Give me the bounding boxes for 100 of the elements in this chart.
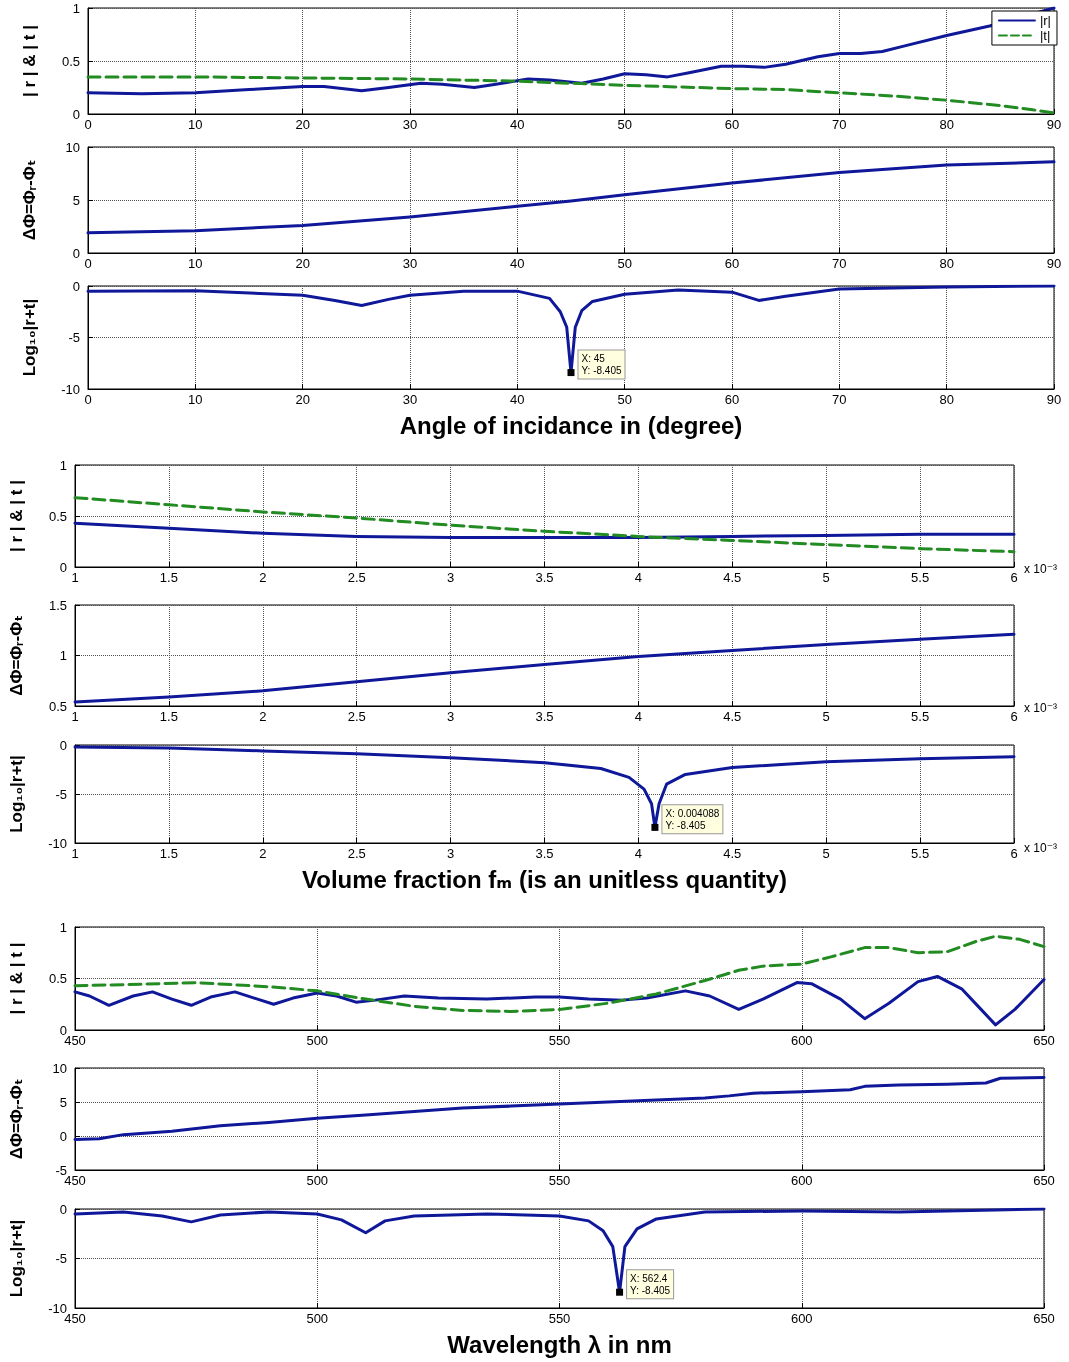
y-tick-label: 5 <box>59 1094 67 1110</box>
x-axis-title: Volume fraction fₘ (is an unitless quantity) <box>302 865 787 893</box>
y-tick-label: 0.5 <box>48 698 67 714</box>
x-tick-label: 450 <box>64 1311 86 1326</box>
x-tick-label: 3 <box>446 709 455 724</box>
text: x 10⁻³ <box>1024 562 1058 576</box>
x-tick-label: 90 <box>1046 392 1062 407</box>
x-tick-label: 1.5 <box>159 709 178 724</box>
y-tick-label: -5 <box>55 1251 67 1266</box>
x-tick-label: 5 <box>822 570 830 585</box>
x-tick-label: 2 <box>259 570 267 585</box>
x-tick-label: 4.5 <box>723 709 742 724</box>
line-series <box>73 521 1016 539</box>
x-tick-label: 4.5 <box>723 846 742 861</box>
y-tick-label: 1 <box>59 919 67 935</box>
y-tick-label: 0 <box>72 106 80 122</box>
line-series <box>73 934 1046 1013</box>
x-tick-label: 3 <box>446 846 455 861</box>
x-tick-label: 90 <box>1046 256 1062 271</box>
x-tick-label: 4 <box>634 846 643 861</box>
x-tick-label: 30 <box>402 392 418 407</box>
x-tick-label: 550 <box>548 1173 571 1188</box>
x-tick-label: 500 <box>306 1173 329 1188</box>
y-tick-label: 0 <box>59 1201 67 1217</box>
x-tick-label: 1.5 <box>159 846 178 861</box>
x-tick-label: 70 <box>832 117 847 132</box>
x-tick-label: 5.5 <box>911 570 930 585</box>
x-tick-label: 500 <box>306 1311 329 1326</box>
x-tick-label: 600 <box>790 1311 813 1326</box>
y-tick-label: 0 <box>59 737 67 753</box>
x-tick-label: 3.5 <box>535 570 554 585</box>
x-tick-label: 80 <box>939 117 954 132</box>
y-axis-title: Log₁₀|r+t| <box>7 1219 26 1298</box>
y-axis-title: ΔΦ=Φᵣ-Φₜ <box>7 615 26 696</box>
x-tick-label: 40 <box>510 392 525 407</box>
x-tick-label: 3 <box>446 570 455 585</box>
y-tick-label: 1 <box>72 0 80 16</box>
x-tick-label: 4.5 <box>723 570 742 585</box>
x-tick-label: 70 <box>832 256 847 271</box>
line-series <box>86 160 1056 235</box>
x-tick-label: 2.5 <box>347 709 366 724</box>
text: x 10⁻³ <box>1024 841 1058 855</box>
x-tick-label: 10 <box>188 392 203 407</box>
y-tick-label: -5 <box>55 1162 67 1178</box>
y-tick-label: -5 <box>68 330 80 345</box>
x-axis-title: Angle of incidance in (degree) <box>399 411 743 439</box>
annotation: X: 562.4 Y: -8.405 <box>630 1272 671 1296</box>
line-series <box>73 496 1016 554</box>
x-tick-label: 4 <box>634 570 643 585</box>
x-tick-label: 10 <box>188 256 203 271</box>
y-axis-title: Log₁₀|r+t| <box>7 755 26 833</box>
x-tick-label: 40 <box>510 117 525 132</box>
y-tick-label: 0 <box>59 1022 67 1038</box>
x-tick-label: 600 <box>790 1173 813 1188</box>
x-tick-label: 2 <box>259 846 267 861</box>
x-tick-label: 6 <box>1010 570 1018 585</box>
x-tick-label: 6 <box>1010 709 1018 724</box>
y-tick-label: 1 <box>59 457 67 473</box>
x-tick-label: 20 <box>295 117 310 132</box>
annotation: X: 45 Y: -8.405 <box>581 353 622 377</box>
x-tick-label: 4 <box>634 709 643 724</box>
legend-label: |t| <box>1039 28 1051 43</box>
y-tick-label: -10 <box>48 835 67 851</box>
y-axis-title: | r | & | t | <box>7 942 26 1015</box>
x-tick-label: 30 <box>402 117 418 132</box>
x-tick-label: 5.5 <box>911 709 930 724</box>
x-tick-label: 450 <box>64 1033 86 1048</box>
x-tick-label: 3.5 <box>535 709 554 724</box>
x-tick-label: 450 <box>64 1173 86 1188</box>
annotation: X: 0.004088 Y: -8.405 <box>665 807 720 831</box>
x-tick-label: 1.5 <box>159 570 178 585</box>
x-tick-label: 500 <box>306 1033 329 1048</box>
line-series <box>73 1076 1046 1141</box>
y-tick-label: 0 <box>72 245 80 261</box>
x-tick-label: 60 <box>724 117 740 132</box>
x-tick-label: 70 <box>832 392 847 407</box>
y-tick-label: 5 <box>72 192 80 208</box>
x-tick-label: 0 <box>84 117 92 132</box>
y-tick-label: 1.5 <box>48 597 67 613</box>
text: x 10⁻³ <box>1024 701 1058 715</box>
x-tick-label: 650 <box>1033 1173 1055 1188</box>
x-tick-label: 50 <box>617 117 632 132</box>
y-tick-label: 0 <box>72 278 80 294</box>
x-tick-label: 5 <box>822 846 830 861</box>
y-tick-label: 0 <box>59 1128 67 1144</box>
x-axis-title: Wavelength λ in nm <box>447 1330 672 1358</box>
y-tick-label: 1 <box>59 648 67 663</box>
x-tick-label: 550 <box>548 1033 571 1048</box>
y-tick-label: 10 <box>52 1060 67 1076</box>
y-tick-label: 0 <box>59 559 67 575</box>
x-tick-label: 600 <box>790 1033 813 1048</box>
x-tick-label: 2 <box>259 709 267 724</box>
y-tick-label: -5 <box>55 786 67 802</box>
x-tick-label: 90 <box>1046 117 1062 132</box>
legend-label: |r| <box>1039 13 1052 28</box>
x-tick-label: 20 <box>295 256 310 271</box>
x-tick-label: 550 <box>548 1311 571 1326</box>
x-tick-label: 5.5 <box>911 846 930 861</box>
x-tick-label: 0 <box>84 392 92 407</box>
x-tick-label: 2.5 <box>347 570 366 585</box>
